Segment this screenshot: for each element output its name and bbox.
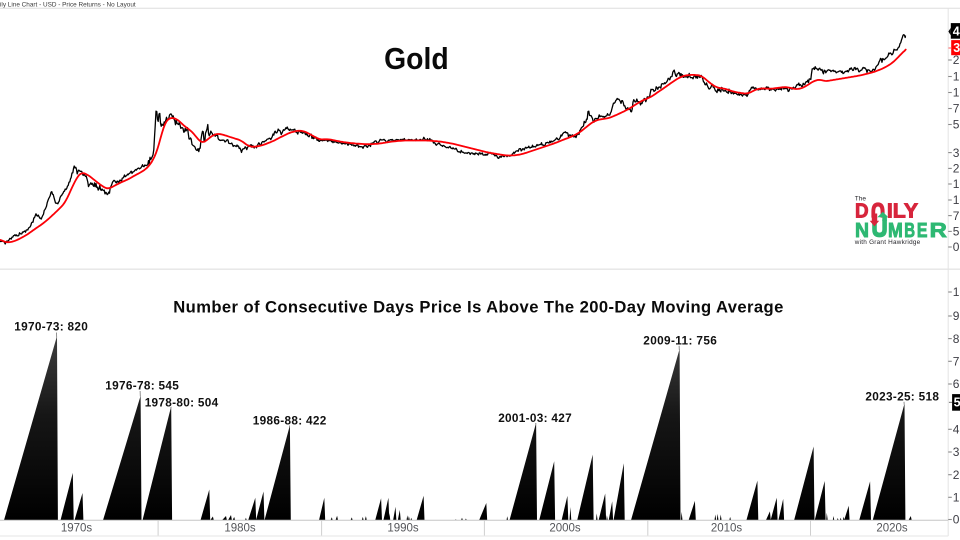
svg-text:50: 50 <box>953 225 960 239</box>
svg-text:2009-11: 756: 2009-11: 756 <box>643 333 717 347</box>
svg-text:300: 300 <box>953 146 960 160</box>
svg-text:Number of Consecutive Days Pri: Number of Consecutive Days Price Is Abov… <box>173 298 783 317</box>
svg-text:1990s: 1990s <box>387 523 419 535</box>
svg-text:R: R <box>930 220 948 242</box>
svg-text:2000s: 2000s <box>549 523 581 535</box>
svg-text:2001-03: 427: 2001-03: 427 <box>498 411 572 425</box>
svg-text:2,000: 2,000 <box>953 53 960 67</box>
svg-text:150: 150 <box>953 177 960 191</box>
svg-text:100: 100 <box>953 491 960 505</box>
svg-text:400: 400 <box>953 423 960 437</box>
svg-text:300: 300 <box>953 445 960 459</box>
svg-text:700: 700 <box>953 355 960 369</box>
svg-text:1978-80: 504: 1978-80: 504 <box>145 395 219 409</box>
svg-text:1970-73: 820: 1970-73: 820 <box>14 320 88 334</box>
svg-text:E: E <box>917 220 928 242</box>
svg-text:D: D <box>855 201 869 223</box>
svg-text:5: 5 <box>954 396 960 410</box>
svg-text:ILY: ILY <box>887 201 919 223</box>
svg-text:1980s: 1980s <box>224 523 256 535</box>
svg-text:1,000: 1,000 <box>953 285 960 299</box>
svg-text:70: 70 <box>953 209 960 223</box>
svg-text:2020s: 2020s <box>876 523 908 535</box>
svg-text:1986-88: 422: 1986-88: 422 <box>253 413 327 427</box>
svg-text:1976-78: 545: 1976-78: 545 <box>105 379 179 393</box>
svg-text:0: 0 <box>953 513 960 527</box>
svg-text:M: M <box>888 220 903 242</box>
svg-text:500: 500 <box>953 118 960 132</box>
svg-text:100: 100 <box>953 193 960 207</box>
svg-text:1,500: 1,500 <box>953 70 960 84</box>
svg-text:900: 900 <box>953 309 960 323</box>
svg-text:Gold: Gold <box>384 41 449 76</box>
svg-text:2023-25: 518: 2023-25: 518 <box>865 390 939 404</box>
svg-text:600: 600 <box>953 377 960 391</box>
svg-text:with Grant Hawkridge: with Grant Hawkridge <box>854 239 921 246</box>
svg-text:N: N <box>855 220 869 242</box>
svg-text:800: 800 <box>953 332 960 346</box>
svg-text:1,000: 1,000 <box>953 86 960 100</box>
svg-text:200: 200 <box>953 162 960 176</box>
svg-text:700: 700 <box>953 102 960 116</box>
svg-text:3: 3 <box>953 41 960 55</box>
svg-text:B: B <box>904 220 915 242</box>
svg-text:1970s: 1970s <box>61 523 93 535</box>
svg-text:The: The <box>855 196 867 203</box>
svg-text:ily Line Chart - USD - Price R: ily Line Chart - USD - Price Returns - N… <box>0 1 136 8</box>
svg-text:0: 0 <box>953 240 960 254</box>
svg-text:4: 4 <box>953 25 960 39</box>
svg-text:200: 200 <box>953 468 960 482</box>
svg-text:2010s: 2010s <box>711 523 743 535</box>
